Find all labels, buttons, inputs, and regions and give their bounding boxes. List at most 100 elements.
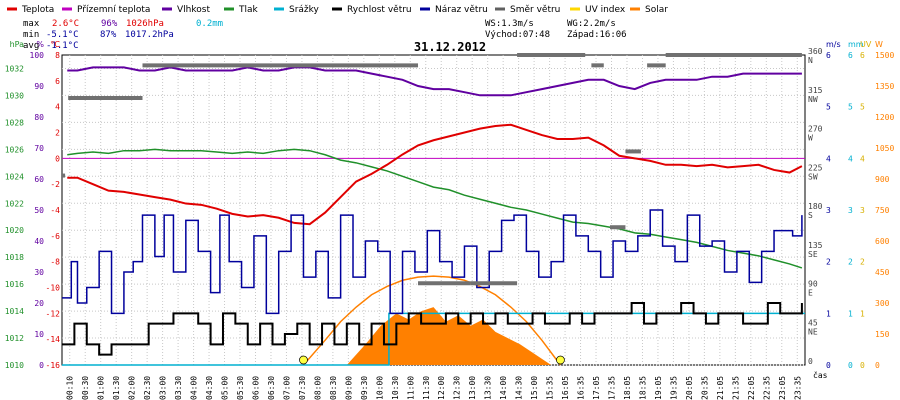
x-tick-label: 19:05 bbox=[654, 376, 663, 400]
x-axis-label: čas bbox=[813, 370, 828, 380]
x-tick-label: 21:35 bbox=[731, 376, 740, 400]
direction-tick: 0 bbox=[808, 357, 813, 366]
x-tick-label: 20:05 bbox=[685, 376, 694, 400]
solar-axis-tick: 150 bbox=[875, 330, 890, 339]
hpa-axis-title: hPa bbox=[10, 40, 25, 49]
legend: Teplota Přízemní teplota Vlhkost Tlak Srážky… bbox=[7, 5, 668, 15]
mm-axis-tick: 5 bbox=[848, 103, 853, 112]
solar-axis-tick: 1500 bbox=[875, 51, 894, 60]
direction-tick: 225 bbox=[808, 163, 823, 172]
x-tick-label: 08:30 bbox=[329, 376, 338, 400]
percent-axis-tick: 30 bbox=[34, 268, 44, 277]
x-tick-label: 14:30 bbox=[515, 376, 524, 400]
percent-axis-tick: 20 bbox=[34, 299, 44, 308]
hpa-axis-tick: 1018 bbox=[5, 253, 24, 262]
x-tick-label: 07:00 bbox=[282, 376, 291, 400]
x-tick-label: 23:05 bbox=[778, 376, 787, 400]
x-tick-label: 08:00 bbox=[313, 376, 322, 400]
x-tick-label: 07:30 bbox=[298, 376, 307, 400]
solar-axis-tick: 0 bbox=[875, 361, 880, 370]
ms-axis-tick: 1 bbox=[826, 309, 831, 318]
stats-min-label: min bbox=[23, 30, 39, 40]
x-tick-label: 17:35 bbox=[608, 376, 617, 400]
stats-max-temp: 2.6°C bbox=[52, 19, 79, 29]
x-tick-label: 05:00 bbox=[221, 376, 230, 400]
stats-sunset: Západ:16:06 bbox=[567, 30, 627, 40]
celsius-axis-tick: -14 bbox=[46, 335, 61, 344]
mm-axis-tick: 4 bbox=[848, 154, 853, 163]
mm-axis-title: mm bbox=[848, 40, 864, 49]
mm-axis-tick: 2 bbox=[848, 258, 853, 267]
hpa-axis-tick: 1016 bbox=[5, 280, 24, 289]
ms-axis-tick: 2 bbox=[826, 258, 831, 267]
direction-tick-compass: NE bbox=[808, 327, 818, 336]
hpa-axis-tick: 1010 bbox=[5, 361, 24, 370]
mm-axis-tick: 0 bbox=[848, 361, 853, 370]
x-tick-label: 22:05 bbox=[747, 376, 756, 400]
celsius-axis-tick: -6 bbox=[50, 232, 60, 241]
x-tick-label: 13:00 bbox=[468, 376, 477, 400]
percent-axis-tick: 80 bbox=[34, 113, 44, 122]
percent-axis-tick: 50 bbox=[34, 206, 44, 215]
ms-axis-tick: 4 bbox=[826, 154, 831, 163]
hpa-axis-tick: 1028 bbox=[5, 118, 24, 127]
stats-avg-label: avg bbox=[23, 41, 39, 51]
x-tick-label: 05:30 bbox=[236, 376, 245, 400]
x-tick-label: 12:00 bbox=[437, 376, 446, 400]
percent-axis-tick: 100 bbox=[30, 51, 45, 60]
ms-axis-tick: 3 bbox=[826, 206, 831, 215]
x-tick-label: 04:00 bbox=[190, 376, 199, 400]
stats-max-hum: 96% bbox=[101, 19, 118, 29]
mm-axis-tick: 3 bbox=[848, 206, 853, 215]
direction-tick-compass: E bbox=[808, 289, 813, 298]
stats-block: max 2.6°C 96% 1026hPa 0.2mm min -5.1°C 8… bbox=[23, 19, 627, 51]
direction-tick-compass: S bbox=[808, 211, 813, 220]
series-pressure-line bbox=[67, 148, 803, 269]
stats-min-temp: -5.1°C bbox=[46, 30, 79, 40]
legend-label: Solar bbox=[645, 5, 668, 15]
celsius-axis-tick: -4 bbox=[50, 206, 60, 215]
sunset-marker bbox=[556, 355, 565, 365]
hpa-axis-tick: 1030 bbox=[5, 91, 24, 100]
uv-axis-title: UV bbox=[860, 40, 872, 49]
stats-max-label: max bbox=[23, 19, 40, 29]
hpa-axis-tick: 1014 bbox=[5, 307, 24, 316]
solar-axis-tick: 1050 bbox=[875, 144, 894, 153]
legend-label: Tlak bbox=[238, 5, 259, 15]
series-solar-area bbox=[346, 307, 552, 365]
x-tick-label: 06:00 bbox=[251, 376, 260, 400]
axes: hPa1010101210141016101810201022102410261… bbox=[5, 40, 895, 380]
x-tick-label: 17:05 bbox=[592, 376, 601, 400]
solar-axis-tick: 600 bbox=[875, 237, 890, 246]
celsius-axis-tick: -8 bbox=[50, 258, 60, 267]
direction-tick: 270 bbox=[808, 125, 823, 134]
legend-label: Vlhkost bbox=[177, 5, 210, 15]
celsius-axis-tick: -16 bbox=[46, 361, 61, 370]
direction-tick: 135 bbox=[808, 241, 823, 250]
legend-label: UV index bbox=[585, 5, 626, 15]
celsius-axis-tick: 0 bbox=[55, 154, 60, 163]
series-wind-gust-line bbox=[62, 209, 803, 315]
x-tick-label: 10:30 bbox=[391, 376, 400, 400]
uv-axis-tick: 3 bbox=[860, 206, 865, 215]
legend-label: Směr větru bbox=[510, 5, 560, 15]
direction-tick-compass: NW bbox=[808, 95, 818, 104]
x-tick-label: 02:30 bbox=[143, 376, 152, 400]
stats-min-press: 1017.2hPa bbox=[125, 30, 174, 40]
legend-label: Srážky bbox=[289, 5, 320, 15]
ms-axis-tick: 0 bbox=[826, 361, 831, 370]
solar-axis-tick: 900 bbox=[875, 175, 890, 184]
x-tick-label: 16:35 bbox=[577, 376, 586, 400]
percent-axis-tick: 70 bbox=[34, 144, 44, 153]
direction-tick-compass: N bbox=[808, 56, 813, 65]
solar-axis-tick: 1200 bbox=[875, 113, 894, 122]
x-tick-label: 01:00 bbox=[97, 376, 106, 400]
stats-rain: 0.2mm bbox=[196, 19, 223, 29]
uv-axis-tick: 2 bbox=[860, 258, 865, 267]
celsius-axis-tick: -10 bbox=[46, 284, 61, 293]
x-tick-label: 00:10 bbox=[66, 376, 75, 400]
direction-tick-compass: SW bbox=[808, 172, 818, 181]
solar-axis-tick: 750 bbox=[875, 206, 890, 215]
x-tick-label: 09:00 bbox=[344, 376, 353, 400]
direction-tick: 360 bbox=[808, 47, 823, 56]
